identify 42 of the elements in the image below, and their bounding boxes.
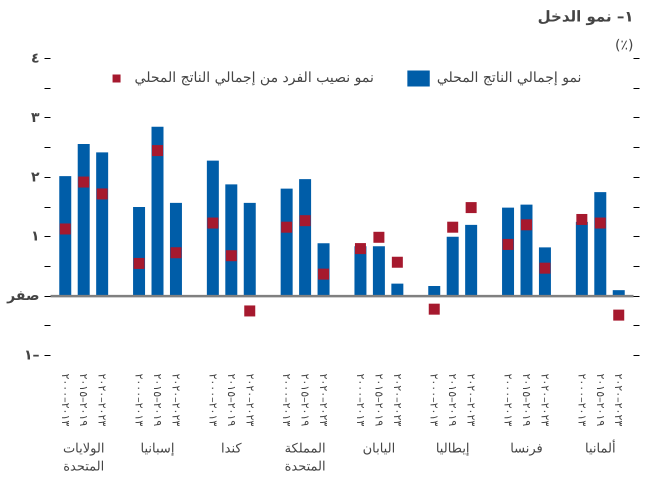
x-tick-label: ٢٠١٣–٢٠٠٠ <box>280 374 294 426</box>
legend-label: نمو نصيب الفرد من إجمالي الناتج المحلي <box>134 70 374 86</box>
x-tick-label: ٢٠٢٣–٢٠٢٠ <box>464 374 478 426</box>
text: الولايات المتحدة <box>62 442 104 474</box>
text: ألمانيا <box>585 440 616 456</box>
x-tick-label: ٢٠١٩–٢٠١٥ <box>77 374 90 426</box>
x-tick-label: ٢٠١٣–٢٠٠٠ <box>354 374 367 426</box>
y-tick-label: ٣ <box>30 110 40 126</box>
x-tick-label: ٢٠١٩–٢٠١٥ <box>224 374 238 426</box>
x-tick-label: ٢٠١٩–٢٠١٥ <box>594 374 607 426</box>
x-tick-label: ٢٠١٩–٢٠١٥ <box>520 374 533 426</box>
chart-title: ١– نمو الدخل <box>538 8 634 26</box>
x-tick-label: ٢٠٢٣–٢٠٢٠ <box>612 374 626 426</box>
legend-label: نمو إجمالي الناتج المحلي <box>436 70 582 86</box>
y-tick-label: ١ <box>30 228 40 245</box>
y-tick-label: ٤ <box>30 50 40 66</box>
x-tick-label: ٢٠١٣–٢٠٠٠ <box>428 374 441 426</box>
x-tick-label: ٢٠١٣–٢٠٠٠ <box>132 374 146 426</box>
text: المملكة المتحدة <box>284 442 326 474</box>
x-tick-label: ٢٠١٣–٢٠٠٠ <box>575 374 588 426</box>
text: إسبانيا <box>140 442 174 456</box>
x-tick-label: ٢٠٢٣–٢٠٢٠ <box>169 374 182 426</box>
text: كندا <box>221 442 242 456</box>
x-tick-label: ٢٠١٩–٢٠١٥ <box>446 374 460 426</box>
text: اليابان <box>362 442 396 456</box>
chart-subtitle: (٪) <box>615 38 634 54</box>
y-tick-label: ١– <box>24 348 40 364</box>
y-tick-label: صفر <box>6 288 40 304</box>
x-tick-label: ٢٠٢٣–٢٠٢٠ <box>243 374 256 426</box>
x-tick-label: ٢٠٢٣–٢٠٢٠ <box>317 374 330 426</box>
x-tick-label: ٢٠١٩–٢٠١٥ <box>151 374 164 426</box>
text: إيطاليا <box>436 442 470 456</box>
x-tick-label: ٢٠١٩–٢٠١٥ <box>298 374 312 426</box>
x-tick-label: ٢٠١٣–٢٠٠٠ <box>502 374 515 426</box>
y-tick-label: ٢ <box>30 169 40 186</box>
x-tick-label: ٢٠١٣–٢٠٠٠ <box>206 374 220 426</box>
x-tick-label: ٢٠٢٣–٢٠٢٠ <box>390 374 404 426</box>
x-tick-label: ٢٠٢٣–٢٠٢٠ <box>538 374 552 426</box>
text: فرنسا <box>510 442 543 456</box>
x-tick-label: ٢٠١٩–٢٠١٥ <box>372 374 386 426</box>
x-tick-label: ٢٠٢٣–٢٠٢٠ <box>96 374 109 426</box>
x-tick-label: ٢٠١٣–٢٠٠٠ <box>58 374 72 426</box>
